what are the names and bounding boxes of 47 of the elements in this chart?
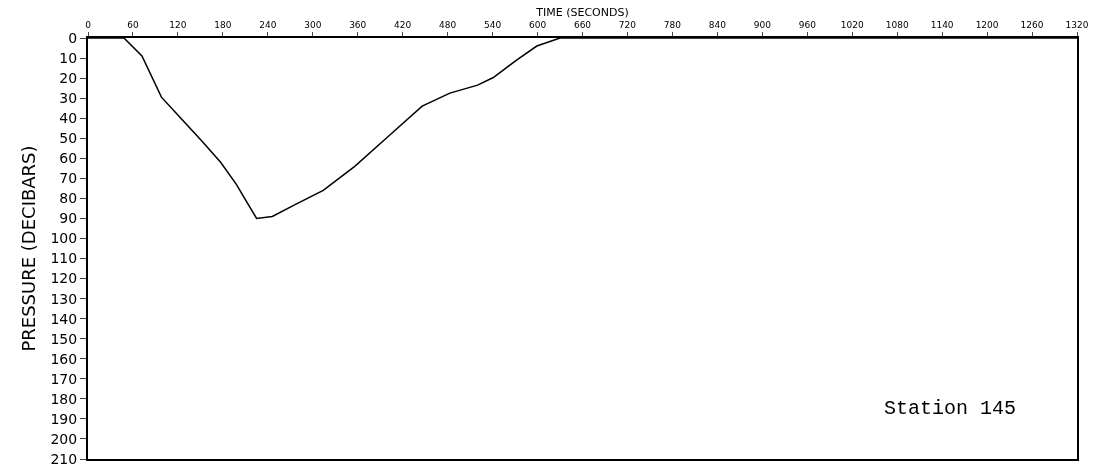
y-tick-label: 50 <box>59 130 78 147</box>
x-tick-label: 360 <box>349 20 367 31</box>
x-tick-label: 840 <box>708 20 727 31</box>
x-tick-label: 780 <box>663 20 682 31</box>
x-tick-label: 1200 <box>975 20 999 31</box>
x-tick-label: 1320 <box>1065 20 1089 31</box>
y-axis-title: PRESSURE (DECIBARS) <box>18 145 40 352</box>
x-tick-label: 60 <box>127 20 139 31</box>
y-tick-label: 40 <box>59 110 78 127</box>
x-tick-label: 480 <box>439 20 457 31</box>
x-tick-label: 180 <box>214 20 232 31</box>
y-tick-label: 70 <box>59 170 78 187</box>
y-tick-label: 20 <box>59 70 78 86</box>
x-tick-label: 0 <box>85 20 92 31</box>
x-tick-label: 1260 <box>1020 20 1044 31</box>
annotation: Station 145 <box>884 397 1017 420</box>
x-tick-label: 300 <box>304 20 322 31</box>
y-tick-label: 90 <box>59 210 78 227</box>
x-tick-label: 420 <box>394 20 412 31</box>
y-tick-label: 110 <box>50 250 78 267</box>
x-tick-label: 660 <box>573 20 592 31</box>
x-tick-label: 1140 <box>930 20 954 31</box>
x-tick-label: 720 <box>618 20 637 31</box>
y-tick-label: 140 <box>50 310 78 327</box>
x-tick-label: 540 <box>484 20 502 31</box>
y-tick-label: 10 <box>59 49 78 66</box>
y-tick-label: 190 <box>50 410 78 427</box>
y-tick-label: 150 <box>50 330 78 347</box>
y-tick-label: 60 <box>59 150 78 167</box>
x-tick-label: 900 <box>753 20 772 31</box>
y-tick-label: 200 <box>50 430 78 447</box>
x-tick-label: 240 <box>259 20 277 31</box>
y-tick-label: 30 <box>59 90 78 107</box>
x-tick-label: 120 <box>169 20 187 31</box>
x-tick-label: 960 <box>798 20 817 31</box>
x-tick-label: 1080 <box>885 20 909 31</box>
y-tick-label: 120 <box>50 270 78 287</box>
y-tick-label: 170 <box>50 370 78 387</box>
y-tick-label: 80 <box>59 190 78 207</box>
y-tick-label: 130 <box>50 290 78 307</box>
y-tick-label: 160 <box>50 350 78 367</box>
y-tick-label: 180 <box>50 390 78 407</box>
y-tick-label: 210 <box>50 450 78 467</box>
x-axis-title: TIME (SECONDS) <box>535 5 629 19</box>
x-tick-label: 600 <box>528 20 547 31</box>
x-tick-label: 1020 <box>840 20 864 31</box>
y-tick-label: 100 <box>50 230 78 247</box>
